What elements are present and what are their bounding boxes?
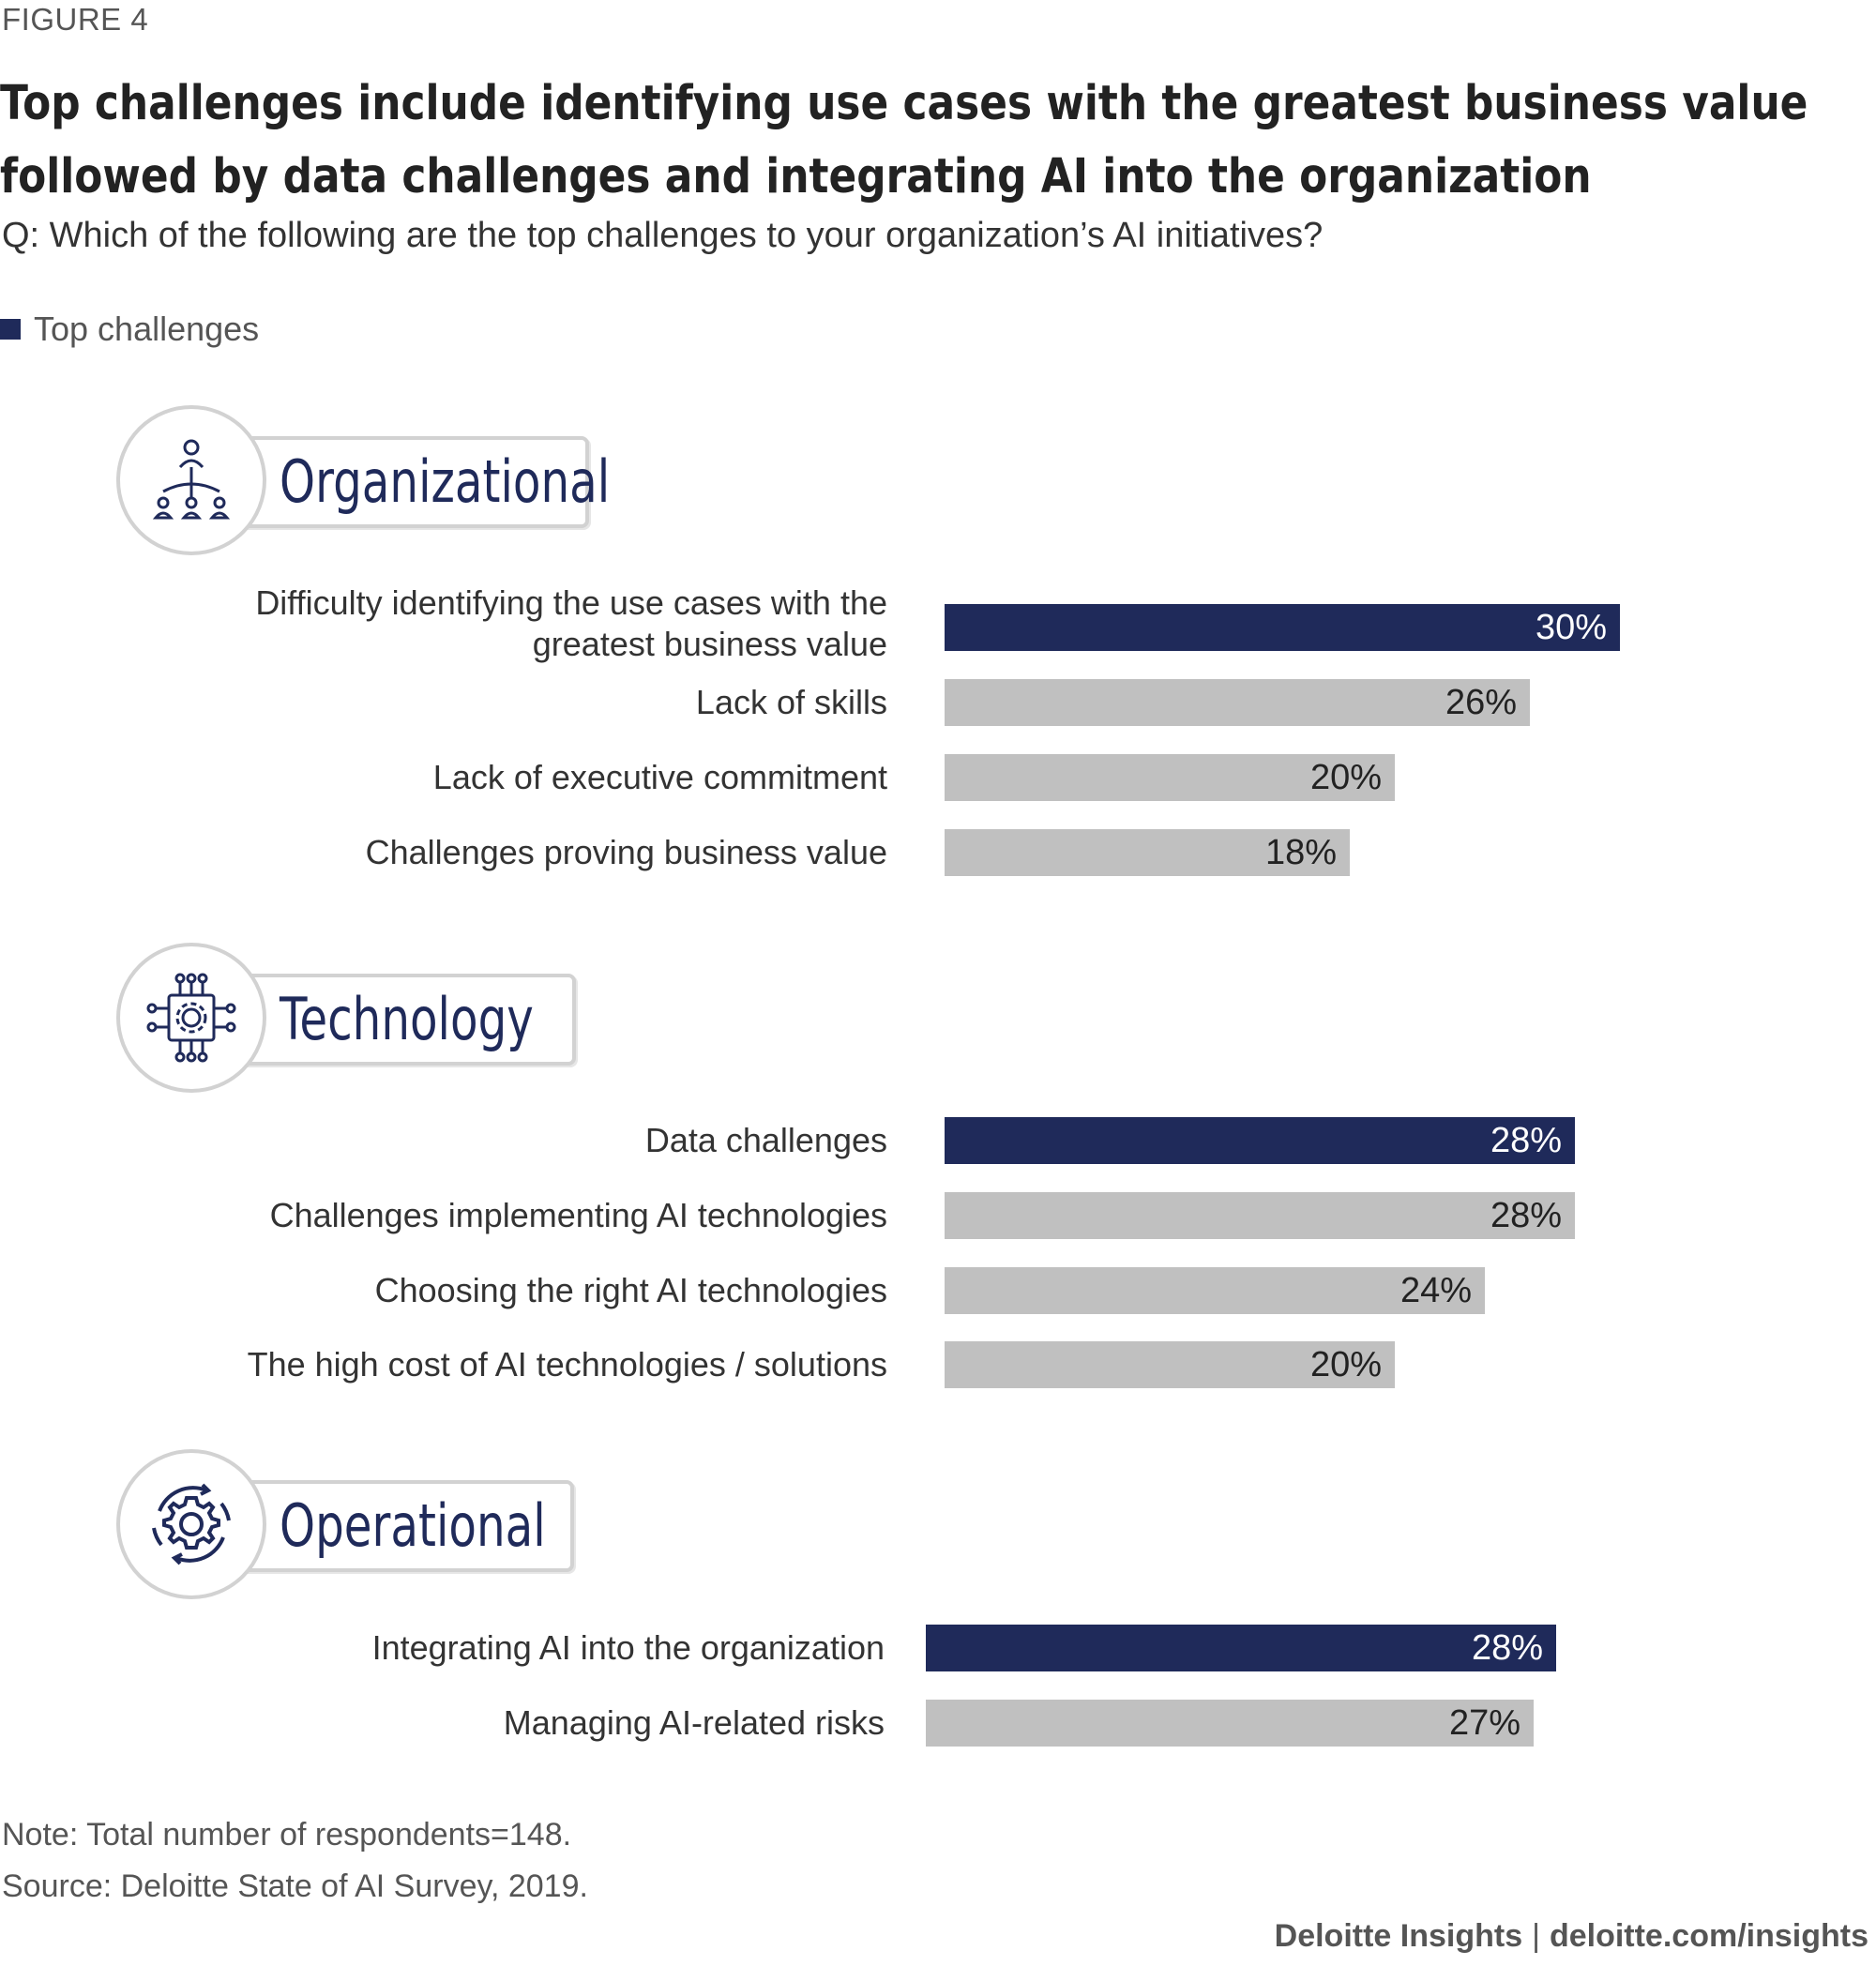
chart-note: Note: Total number of respondents=148. xyxy=(2,1817,572,1853)
legend-swatch xyxy=(0,319,21,340)
bar-value-label: 20% xyxy=(1309,1345,1382,1384)
bar: 20% xyxy=(945,754,1395,801)
section-tag: Technology xyxy=(210,974,576,1066)
bar-value-label: 27% xyxy=(1448,1703,1520,1743)
bar-label: Difficulty identifying the use cases wit… xyxy=(255,583,887,663)
section-title: Technology xyxy=(280,985,534,1053)
footer: Deloitte Insights | deloitte.com/insights xyxy=(1275,1918,1868,1955)
footer-url[interactable]: deloitte.com/insights xyxy=(1549,1918,1868,1954)
bar-label: Challenges implementing AI technologies xyxy=(269,1196,887,1234)
bar-label: Data challenges xyxy=(644,1121,887,1159)
bar-value-label: 18% xyxy=(1264,833,1337,872)
chart-title-line-2: followed by data challenges and integrat… xyxy=(0,149,1592,204)
chart-title: Top challenges include identifying use c… xyxy=(0,68,1808,214)
bar-label: Challenges proving business value xyxy=(365,833,887,871)
bar-value-label: 28% xyxy=(1490,1121,1562,1160)
footer-brand: Deloitte Insights xyxy=(1274,1918,1523,1954)
bar-value-label: 28% xyxy=(1490,1196,1562,1235)
bar: 18% xyxy=(945,829,1350,876)
footer-separator: | xyxy=(1532,1918,1540,1954)
org-chart-icon xyxy=(116,405,266,555)
section-tag: Organizational xyxy=(210,436,610,528)
bar-label: Lack of skills xyxy=(695,683,887,721)
bar-label: Integrating AI into the organization xyxy=(371,1628,885,1667)
bar: 27% xyxy=(926,1700,1534,1747)
bar-value-label: 24% xyxy=(1399,1271,1472,1310)
chart-source: Source: Deloitte State of AI Survey, 201… xyxy=(2,1868,588,1904)
bar: 28% xyxy=(926,1625,1556,1671)
chip-gear-icon xyxy=(116,943,266,1093)
bar: 28% xyxy=(945,1192,1575,1239)
bar: 30% xyxy=(945,604,1620,651)
section-tag: Operational xyxy=(210,1480,574,1572)
bar-label: Choosing the right AI technologies xyxy=(374,1271,887,1309)
bar: 24% xyxy=(945,1267,1485,1314)
section-title: Organizational xyxy=(280,447,611,516)
figure-label: FIGURE 4 xyxy=(2,2,149,37)
bar-value-label: 28% xyxy=(1471,1628,1543,1668)
bar-value-label: 20% xyxy=(1309,758,1382,797)
section-title: Operational xyxy=(280,1491,546,1560)
legend-label: Top challenges xyxy=(34,310,260,348)
legend: Top challenges xyxy=(0,310,259,349)
bar: 20% xyxy=(945,1341,1395,1388)
bar: 26% xyxy=(945,679,1530,726)
bar-value-label: 26% xyxy=(1445,683,1517,722)
gear-cycle-icon xyxy=(116,1449,266,1599)
chart-title-line-1: Top challenges include identifying use c… xyxy=(0,76,1808,131)
bar-label: The high cost of AI technologies / solut… xyxy=(247,1345,887,1384)
chart-question: Q: Which of the following are the top ch… xyxy=(2,216,1324,255)
bar-label: Lack of executive commitment xyxy=(432,758,887,796)
bar-value-label: 30% xyxy=(1535,608,1607,647)
bar: 28% xyxy=(945,1117,1575,1164)
bar-label: Managing AI-related risks xyxy=(503,1703,885,1742)
